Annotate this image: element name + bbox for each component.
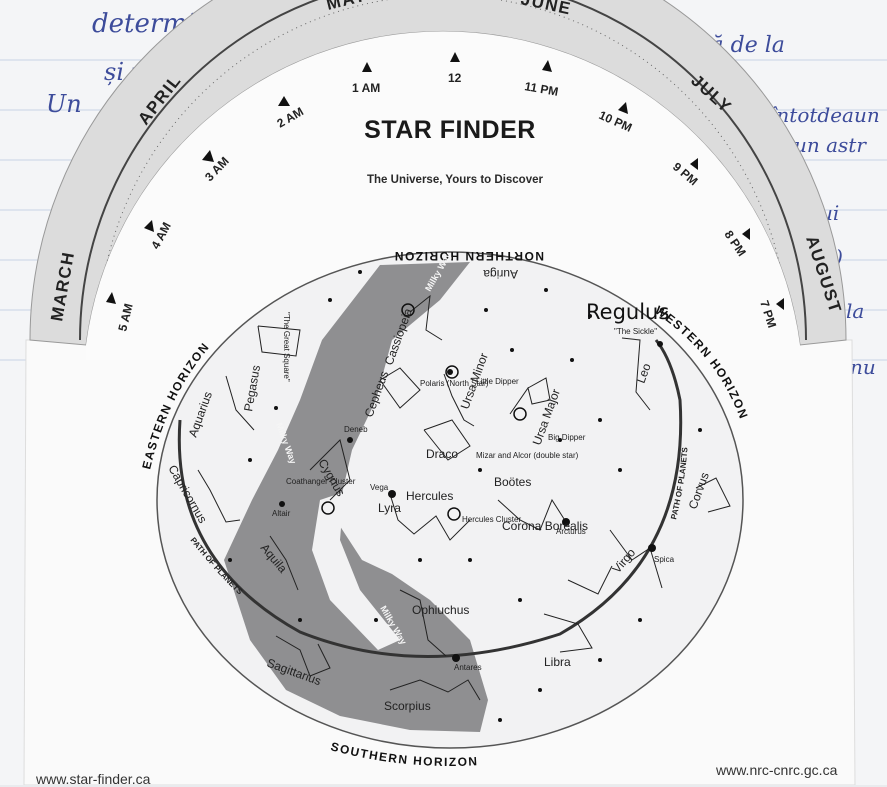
northern-horizon-label: NORTHERN HORIZON — [393, 249, 544, 263]
small-label: "The Sickle" — [614, 327, 657, 336]
hour-label: 12 — [448, 71, 462, 85]
star-label: Arcturus — [556, 527, 586, 536]
ecliptic-path — [177, 339, 683, 658]
regulus-annotation: Regulus — [586, 300, 670, 324]
small-label: Big Dipper — [548, 433, 586, 442]
hour-triangles — [106, 52, 784, 310]
constellation-label: Libra — [544, 655, 571, 669]
small-label: Little Dipper — [476, 377, 519, 386]
hercules-cluster-marker — [447, 507, 461, 521]
small-label: Coathanger Cluster — [286, 477, 356, 486]
hour-label: 1 AM — [352, 81, 380, 95]
constellation-label: Ophiuchus — [412, 603, 469, 617]
star-finder-subtitle: The Universe, Yours to Discover — [367, 174, 543, 186]
mizar-marker — [513, 407, 527, 421]
handwriting-text: nu — [850, 355, 876, 379]
handwriting-text: un astr — [794, 133, 867, 157]
star-label: Antares — [454, 663, 482, 672]
constellation-label: Boötes — [494, 475, 531, 489]
constellation-label: Scorpius — [384, 699, 431, 713]
website-left: www.star-finder.ca — [36, 771, 151, 787]
star-label: Spica — [654, 555, 675, 564]
polaris-marker — [445, 365, 459, 379]
small-label: Mizar and Alcor (double star) — [476, 451, 579, 460]
handwriting-text: la — [846, 299, 864, 323]
cluster-marker — [401, 303, 415, 317]
website-right: www.nrc-cnrc.gc.ca — [716, 762, 838, 778]
star-label: Vega — [370, 483, 389, 492]
constellation-label: Lyra — [378, 501, 401, 515]
handwriting-text: Un — [46, 90, 82, 118]
cluster-marker — [321, 501, 335, 515]
constellation-label: Auriga — [483, 267, 518, 281]
star-field — [228, 270, 702, 722]
milky-way — [224, 262, 488, 732]
handwriting-text: întotdeaun — [770, 103, 880, 127]
star-label: Altair — [272, 509, 291, 518]
hour-label: 11 PM — [523, 79, 559, 99]
star-label: Deneb — [344, 425, 368, 434]
small-label: "The Great Square" — [282, 312, 291, 382]
constellation-label: Hercules — [406, 489, 453, 503]
constellation-label: Draco — [426, 447, 458, 461]
constellation-lines — [197, 294, 731, 701]
hour-label: 5 AM — [115, 302, 135, 333]
small-label: Polaris (North Star) — [420, 379, 489, 388]
constellation-label: Corona Borealis — [502, 519, 588, 533]
star-finder-title: STAR FINDER — [364, 116, 536, 144]
small-label: Hercules Cluster — [462, 515, 521, 524]
constellation-label: Leo — [634, 361, 654, 385]
